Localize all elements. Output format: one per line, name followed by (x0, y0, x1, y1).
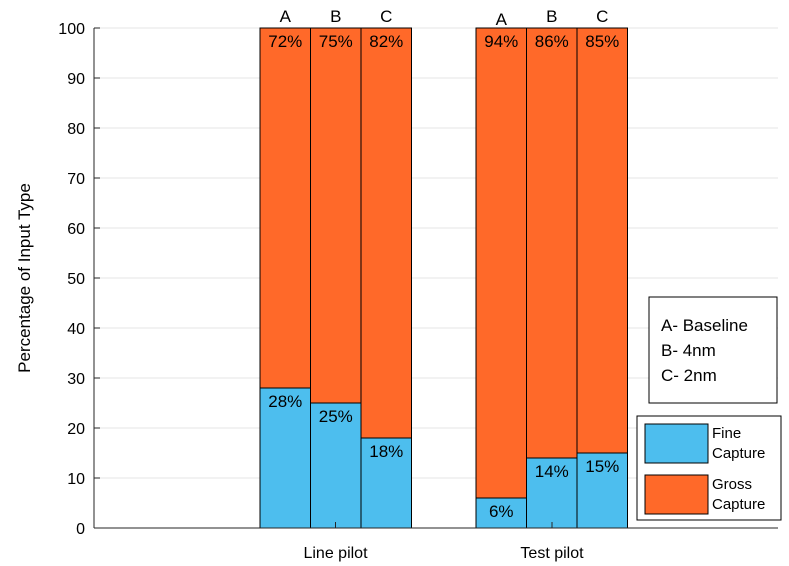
bar-key-note: A- Baseline B- 4nm C- 2nm (648, 296, 778, 404)
legend-swatch (644, 423, 709, 464)
bar-segment-gross (526, 27, 578, 459)
data-label: 86% (535, 32, 569, 51)
note-line: B- 4nm (661, 341, 716, 360)
y-tick-label: 80 (67, 121, 85, 138)
y-tick-label: 60 (67, 221, 85, 238)
bar-letter-label: B (546, 7, 557, 26)
y-tick-label: 50 (67, 271, 85, 288)
bar-segment-gross (259, 27, 311, 389)
bar-segment-fine (576, 452, 628, 529)
legend-label: Capture (712, 445, 765, 462)
y-tick-label: 90 (67, 71, 85, 88)
bar-segment-fine (526, 457, 578, 529)
axes: 0 10 20 30 40 50 60 70 80 90 100 Line pilot Test pil… (58, 21, 778, 562)
y-tick-label: 20 (67, 421, 85, 438)
data-label: 72% (268, 32, 302, 51)
note-line: C- 2nm (661, 366, 717, 385)
y-tick-label: 30 (67, 371, 85, 388)
data-label: 28% (268, 392, 302, 411)
bar-letter-label: A (496, 10, 508, 29)
data-label: 94% (484, 32, 518, 51)
y-axis-label: Percentage of Input Type (15, 183, 34, 373)
x-tick-label: Line pilot (303, 545, 368, 562)
data-label: 15% (585, 457, 619, 476)
y-tick-label: 100 (58, 21, 85, 38)
legend-label: Fine (712, 425, 741, 442)
bar-letter-label: B (330, 7, 341, 26)
data-label: 85% (585, 32, 619, 51)
y-tick-label: 70 (67, 171, 85, 188)
note-line: A- Baseline (661, 316, 748, 335)
data-label: 14% (535, 462, 569, 481)
y-tick-label: 10 (67, 471, 85, 488)
legend-swatch (644, 474, 709, 515)
bar-letter-label: A (280, 7, 292, 26)
bar-letter-label: C (380, 7, 392, 26)
bar-segment-fine (475, 497, 527, 529)
legend-label: Capture (712, 496, 765, 513)
bar-segment-gross (475, 27, 527, 499)
y-tick-label: 0 (76, 521, 85, 538)
y-tick-label: 40 (67, 321, 85, 338)
bar-segment-gross (360, 27, 412, 439)
bars: 28% 72% A 25% 75% B 18% 82% C 6% 94% A 14% 86% B 15% 85%… (259, 7, 628, 529)
grid-lines (94, 27, 778, 479)
legend-label: Gross (712, 476, 752, 493)
bar-segment-fine (310, 402, 362, 529)
x-tick-label: Test pilot (520, 545, 584, 562)
data-label: 75% (319, 32, 353, 51)
data-label: 82% (369, 32, 403, 51)
bar-letter-label: C (596, 7, 608, 26)
data-label: 25% (319, 407, 353, 426)
note-box (648, 296, 778, 404)
bar-segment-gross (576, 27, 628, 454)
bar-segment-gross (310, 27, 362, 404)
data-label: 6% (489, 502, 514, 521)
data-label: 18% (369, 442, 403, 461)
legend: Fine Capture Gross Capture (636, 415, 782, 521)
